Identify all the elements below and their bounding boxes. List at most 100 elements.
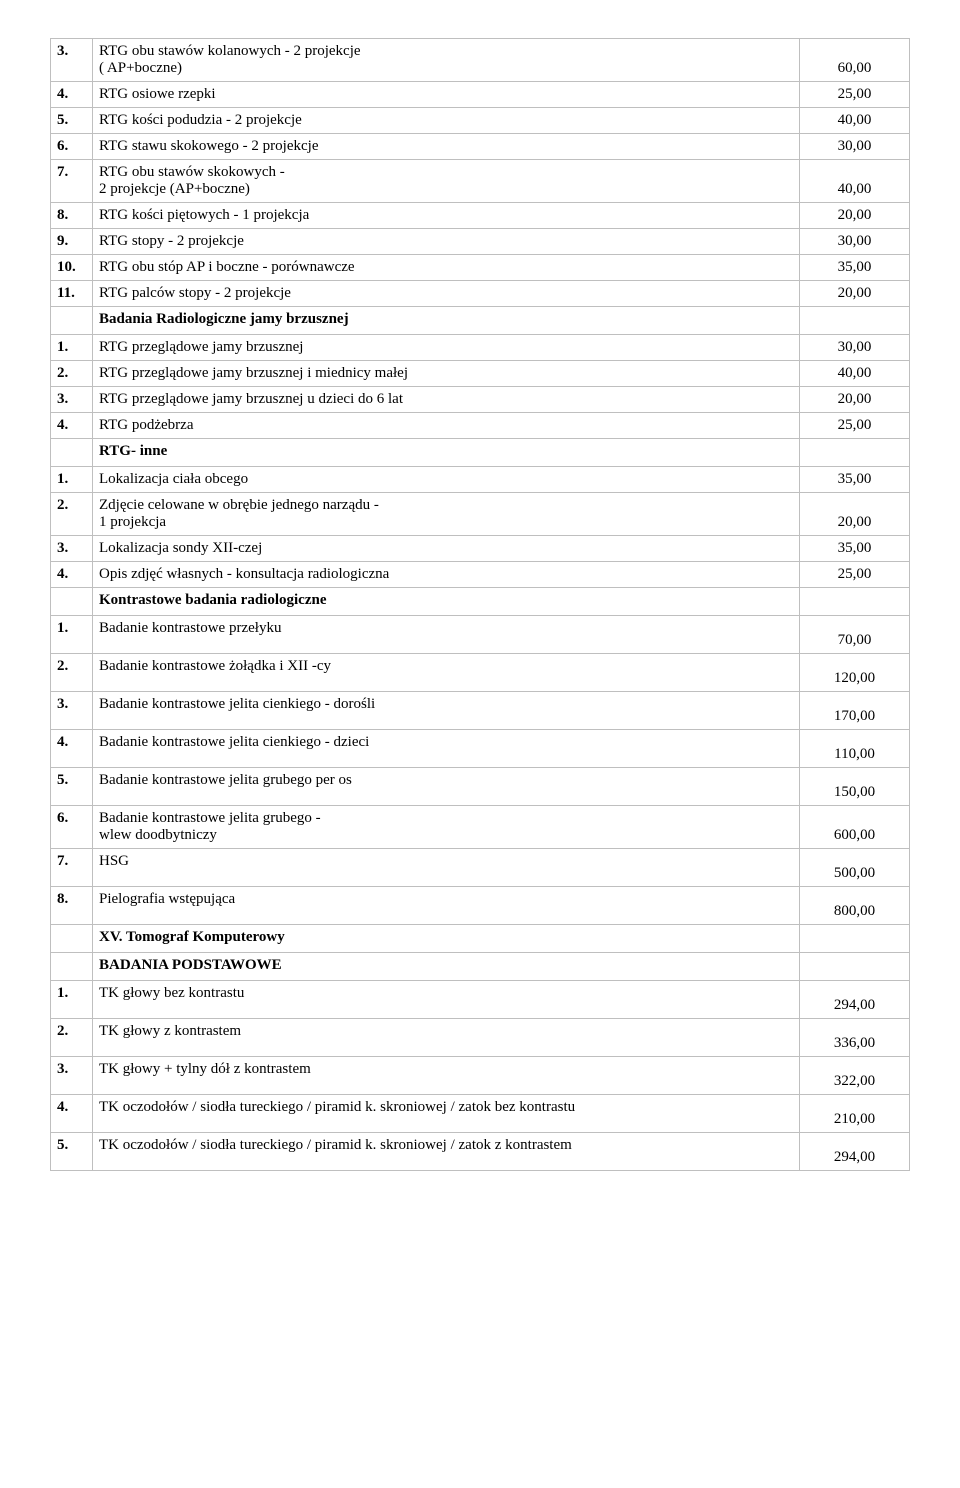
row-description: RTG stopy - 2 projekcje xyxy=(93,229,800,255)
row-price: 40,00 xyxy=(800,361,910,387)
row-description: Opis zdjęć własnych - konsultacja radiol… xyxy=(93,562,800,588)
row-number: 2. xyxy=(51,654,93,692)
table-row: 1.TK głowy bez kontrastu294,00 xyxy=(51,981,910,1019)
row-price: 120,00 xyxy=(800,654,910,692)
row-number: 4. xyxy=(51,562,93,588)
row-description: TK głowy + tylny dół z kontrastem xyxy=(93,1057,800,1095)
row-price: 20,00 xyxy=(800,203,910,229)
row-description: RTG kości piętowych - 1 projekcja xyxy=(93,203,800,229)
row-price: 150,00 xyxy=(800,768,910,806)
row-number: 2. xyxy=(51,493,93,536)
row-description: RTG przeglądowe jamy brzusznej i miednic… xyxy=(93,361,800,387)
table-row: 5.TK oczodołów / siodła tureckiego / pir… xyxy=(51,1133,910,1171)
row-description: BADANIA PODSTAWOWE xyxy=(93,953,800,981)
row-price xyxy=(800,588,910,616)
row-price: 35,00 xyxy=(800,255,910,281)
row-price: 60,00 xyxy=(800,39,910,82)
row-description: Badanie kontrastowe jelita cienkiego - d… xyxy=(93,692,800,730)
table-row: Badania Radiologiczne jamy brzusznej xyxy=(51,307,910,335)
table-row: 2.TK głowy z kontrastem336,00 xyxy=(51,1019,910,1057)
table-row: 3.TK głowy + tylny dół z kontrastem322,0… xyxy=(51,1057,910,1095)
row-price xyxy=(800,439,910,467)
row-number: 1. xyxy=(51,467,93,493)
table-row: 1.Lokalizacja ciała obcego35,00 xyxy=(51,467,910,493)
row-number: 7. xyxy=(51,160,93,203)
row-number: 4. xyxy=(51,82,93,108)
row-number xyxy=(51,953,93,981)
row-number xyxy=(51,307,93,335)
row-number: 9. xyxy=(51,229,93,255)
table-row: RTG- inne xyxy=(51,439,910,467)
row-description: Lokalizacja sondy XII-czej xyxy=(93,536,800,562)
row-description: Badanie kontrastowe jelita grubego - wle… xyxy=(93,806,800,849)
row-description: Badania Radiologiczne jamy brzusznej xyxy=(93,307,800,335)
row-description: RTG obu stawów skokowych - 2 projekcje (… xyxy=(93,160,800,203)
row-description: Lokalizacja ciała obcego xyxy=(93,467,800,493)
row-number: 7. xyxy=(51,849,93,887)
table-row: 7.HSG500,00 xyxy=(51,849,910,887)
row-price: 40,00 xyxy=(800,160,910,203)
row-number: 8. xyxy=(51,887,93,925)
row-description: RTG obu stawów kolanowych - 2 projekcje(… xyxy=(93,39,800,82)
row-description: Zdjęcie celowane w obrębie jednego narzą… xyxy=(93,493,800,536)
row-description: RTG stawu skokowego - 2 projekcje xyxy=(93,134,800,160)
table-row: 9.RTG stopy - 2 projekcje30,00 xyxy=(51,229,910,255)
row-price: 40,00 xyxy=(800,108,910,134)
row-number: 1. xyxy=(51,335,93,361)
table-row: 5.RTG kości podudzia - 2 projekcje40,00 xyxy=(51,108,910,134)
row-description: HSG xyxy=(93,849,800,887)
row-price: 600,00 xyxy=(800,806,910,849)
row-number: 2. xyxy=(51,361,93,387)
row-price xyxy=(800,925,910,953)
row-number: 1. xyxy=(51,616,93,654)
row-number: 1. xyxy=(51,981,93,1019)
row-description: Badanie kontrastowe przełyku xyxy=(93,616,800,654)
row-number xyxy=(51,588,93,616)
table-row: 3.RTG obu stawów kolanowych - 2 projekcj… xyxy=(51,39,910,82)
table-row: XV. Tomograf Komputerowy xyxy=(51,925,910,953)
table-row: 4.Badanie kontrastowe jelita cienkiego -… xyxy=(51,730,910,768)
row-description: TK głowy bez kontrastu xyxy=(93,981,800,1019)
row-price: 30,00 xyxy=(800,335,910,361)
row-description: RTG obu stóp AP i boczne - porównawcze xyxy=(93,255,800,281)
row-price: 20,00 xyxy=(800,387,910,413)
row-description: RTG osiowe rzepki xyxy=(93,82,800,108)
row-description: RTG podżebrza xyxy=(93,413,800,439)
table-row: 4.Opis zdjęć własnych - konsultacja radi… xyxy=(51,562,910,588)
table-row: 4.TK oczodołów / siodła tureckiego / pir… xyxy=(51,1095,910,1133)
row-description: RTG przeglądowe jamy brzusznej u dzieci … xyxy=(93,387,800,413)
row-price: 20,00 xyxy=(800,493,910,536)
row-price: 20,00 xyxy=(800,281,910,307)
row-description: RTG kości podudzia - 2 projekcje xyxy=(93,108,800,134)
row-price: 30,00 xyxy=(800,134,910,160)
table-row: 3.Lokalizacja sondy XII-czej35,00 xyxy=(51,536,910,562)
row-price: 170,00 xyxy=(800,692,910,730)
price-table: 3.RTG obu stawów kolanowych - 2 projekcj… xyxy=(50,38,910,1171)
row-number: 4. xyxy=(51,730,93,768)
row-number xyxy=(51,925,93,953)
table-row: 6.Badanie kontrastowe jelita grubego - w… xyxy=(51,806,910,849)
row-number xyxy=(51,439,93,467)
table-row: 1.RTG przeglądowe jamy brzusznej30,00 xyxy=(51,335,910,361)
table-row: 1.Badanie kontrastowe przełyku70,00 xyxy=(51,616,910,654)
table-row: 11.RTG palców stopy - 2 projekcje20,00 xyxy=(51,281,910,307)
row-price: 322,00 xyxy=(800,1057,910,1095)
row-price: 336,00 xyxy=(800,1019,910,1057)
row-number: 3. xyxy=(51,39,93,82)
row-price: 30,00 xyxy=(800,229,910,255)
row-description: Badanie kontrastowe jelita grubego per o… xyxy=(93,768,800,806)
row-number: 4. xyxy=(51,1095,93,1133)
row-description: TK oczodołów / siodła tureckiego / piram… xyxy=(93,1133,800,1171)
table-row: 4.RTG podżebrza25,00 xyxy=(51,413,910,439)
row-price xyxy=(800,953,910,981)
row-number: 3. xyxy=(51,387,93,413)
row-number: 6. xyxy=(51,134,93,160)
row-description: Badanie kontrastowe żołądka i XII -cy xyxy=(93,654,800,692)
table-row: 7.RTG obu stawów skokowych - 2 projekcje… xyxy=(51,160,910,203)
row-number: 4. xyxy=(51,413,93,439)
row-price: 25,00 xyxy=(800,413,910,439)
row-number: 3. xyxy=(51,1057,93,1095)
row-price: 110,00 xyxy=(800,730,910,768)
table-row: 3.Badanie kontrastowe jelita cienkiego -… xyxy=(51,692,910,730)
row-description: TK oczodołów / siodła tureckiego / piram… xyxy=(93,1095,800,1133)
